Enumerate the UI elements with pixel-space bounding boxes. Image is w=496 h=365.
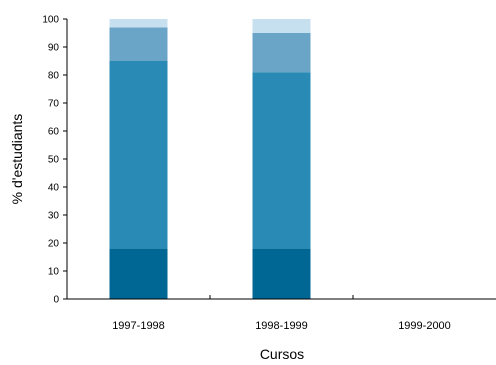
- y-tick-label: 90: [48, 43, 60, 54]
- bar-segment: [252, 248, 311, 299]
- y-tick-label: 10: [48, 267, 60, 278]
- y-tick-label: 0: [53, 295, 59, 306]
- x-ticks-group: 1997-1998 1998-1999 1999-2000: [112, 295, 451, 332]
- bar-segment: [252, 19, 311, 33]
- x-category-label: 1997-1998: [112, 320, 165, 332]
- x-category-label: 1998-1999: [255, 320, 308, 332]
- bar-segment: [109, 61, 168, 249]
- y-tick-label: 40: [48, 183, 60, 194]
- y-tick-label: 60: [48, 127, 60, 138]
- y-tick-label: 20: [48, 239, 60, 250]
- x-axis-title: Cursos: [260, 346, 304, 362]
- y-tick-label: 80: [48, 71, 60, 82]
- y-tick-label: 70: [48, 99, 60, 110]
- x-category-label: 1999-2000: [398, 320, 451, 332]
- y-ticks-group: 0 10 20 30 40 50 60 70 80 90 100: [42, 15, 67, 306]
- bar-segment: [252, 33, 311, 73]
- bar-segment: [252, 72, 311, 249]
- bars-group: [109, 19, 311, 299]
- bar-segment: [109, 19, 168, 28]
- y-tick-label: 30: [48, 211, 60, 222]
- y-tick-label: 100: [42, 15, 59, 26]
- y-axis-title: % d'estudiants: [9, 114, 25, 205]
- y-tick-label: 50: [48, 155, 60, 166]
- bar-segment: [109, 248, 168, 299]
- bar-segment: [109, 27, 168, 61]
